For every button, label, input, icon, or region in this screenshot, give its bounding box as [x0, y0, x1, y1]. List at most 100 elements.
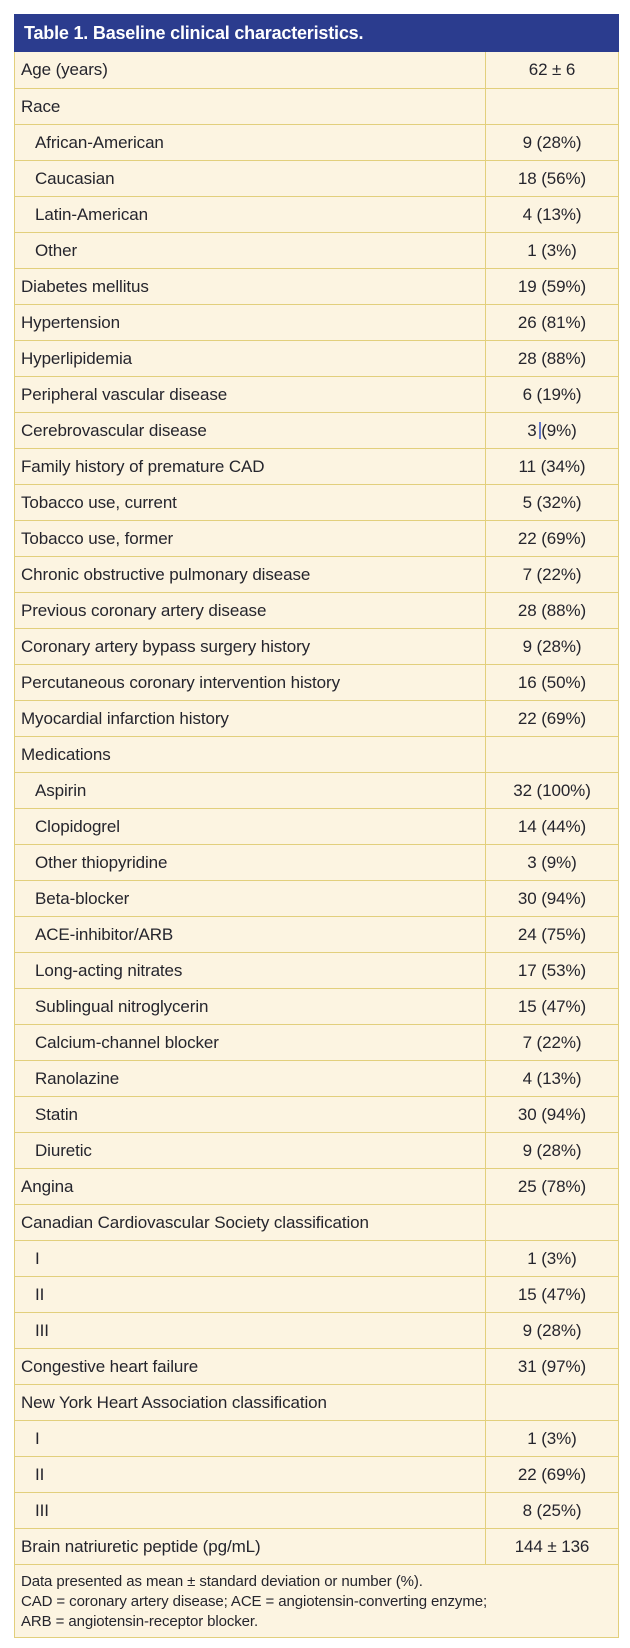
row-label: Diabetes mellitus: [21, 276, 149, 296]
row-value: 62 ± 6: [485, 52, 618, 88]
table-row: Previous coronary artery disease 28 (88%): [15, 592, 618, 628]
table-row: Other thiopyridine 3 (9%): [15, 844, 618, 880]
row-label: I: [35, 1428, 40, 1448]
table-row: I 1 (3%): [15, 1240, 618, 1276]
table-row: Hypertension 26 (81%): [15, 304, 618, 340]
table-row: Beta-blocker 30 (94%): [15, 880, 618, 916]
row-label: Ranolazine: [35, 1068, 120, 1088]
row-value: 3 (9%): [485, 845, 618, 880]
row-value: 17 (53%): [485, 953, 618, 988]
table-title-bar: Table 1. Baseline clinical characteristi…: [14, 14, 619, 52]
table-row: Angina 25 (78%): [15, 1168, 618, 1204]
row-label: Age (years): [21, 60, 108, 79]
row-value: 28 (88%): [485, 341, 618, 376]
table-row: Peripheral vascular disease 6 (19%): [15, 376, 618, 412]
row-value: 9 (28%): [485, 125, 618, 160]
table-row: Diuretic 9 (28%): [15, 1132, 618, 1168]
row-value: 22 (69%): [485, 701, 618, 736]
row-value: 22 (69%): [485, 1457, 618, 1492]
row-value: 16 (50%): [485, 665, 618, 700]
row-value: 9 (28%): [485, 1313, 618, 1348]
row-label: Tobacco use, current: [21, 492, 177, 512]
table-body: Age (years) 62 ± 6 Race African-American 9 (…: [14, 52, 619, 1564]
row-value: 24 (75%): [485, 917, 618, 952]
footnote-line: CAD = coronary artery disease; ACE = ang…: [21, 1593, 488, 1610]
row-label: Chronic obstructive pulmonary disease: [21, 564, 311, 584]
table-row: Tobacco use, current 5 (32%): [15, 484, 618, 520]
row-label: Congestive heart failure: [21, 1356, 199, 1376]
row-label: Statin: [35, 1104, 78, 1124]
row-label: Brain natriuretic peptide (pg/mL): [21, 1536, 261, 1556]
row-label: Aspirin: [35, 780, 87, 800]
table-row: Calcium-channel blocker 7 (22%): [15, 1024, 618, 1060]
table-row: II 22 (69%): [15, 1456, 618, 1492]
row-value: 5 (32%): [485, 485, 618, 520]
row-value: 4 (13%): [485, 1061, 618, 1096]
row-label: Myocardial infarction history: [21, 708, 229, 728]
row-label: Sublingual nitroglycerin: [35, 996, 209, 1016]
table-footnote: Data presented as mean ± standard deviat…: [14, 1564, 619, 1638]
row-label: Tobacco use, former: [21, 528, 174, 548]
table-row: Other 1 (3%): [15, 232, 618, 268]
table-row: Race: [15, 88, 618, 124]
table-row: I 1 (3%): [15, 1420, 618, 1456]
table-row: Congestive heart failure 31 (97%): [15, 1348, 618, 1384]
row-value: 144 ± 136: [485, 1529, 618, 1564]
row-value: 9 (28%): [485, 629, 618, 664]
row-value: 25 (78%): [485, 1169, 618, 1204]
footnote-line: Data presented as mean ± standard deviat…: [21, 1573, 423, 1590]
row-value: [485, 1385, 618, 1420]
row-label: New York Heart Association classificatio…: [21, 1392, 327, 1412]
row-value: 11 (34%): [485, 449, 618, 484]
table-row: Diabetes mellitus 19 (59%): [15, 268, 618, 304]
row-label: Diuretic: [35, 1140, 92, 1160]
row-value: 18 (56%): [485, 161, 618, 196]
row-label: III: [35, 1320, 49, 1340]
row-value: 22 (69%): [485, 521, 618, 556]
table-row: Ranolazine 4 (13%): [15, 1060, 618, 1096]
row-label: African-American: [35, 132, 164, 152]
row-value: [485, 1205, 618, 1240]
table-row: Cerebrovascular disease 3 (9%): [15, 412, 618, 448]
row-label: III: [35, 1500, 49, 1520]
table-row: Family history of premature CAD 11 (34%): [15, 448, 618, 484]
row-value: 8 (25%): [485, 1493, 618, 1528]
table-row: Aspirin 32 (100%): [15, 772, 618, 808]
row-value: 15 (47%): [485, 1277, 618, 1312]
footnote-line: ARB = angiotensin-receptor blocker.: [21, 1613, 259, 1630]
table-row: Tobacco use, former 22 (69%): [15, 520, 618, 556]
row-label: Hypertension: [21, 312, 120, 332]
table-row: Hyperlipidemia 28 (88%): [15, 340, 618, 376]
row-value: 7 (22%): [485, 1025, 618, 1060]
table-row: Chronic obstructive pulmonary disease 7 (…: [15, 556, 618, 592]
row-value: 32 (100%): [485, 773, 618, 808]
row-label: Caucasian: [35, 168, 115, 188]
row-value: 4 (13%): [485, 197, 618, 232]
row-value-with-caret-artifact: 3 (9%): [485, 413, 618, 448]
row-value: 30 (94%): [485, 1097, 618, 1132]
table-row: Canadian Cardiovascular Society classifi…: [15, 1204, 618, 1240]
row-value: 31 (97%): [485, 1349, 618, 1384]
row-label: Race: [21, 96, 61, 116]
row-value: 9 (28%): [485, 1133, 618, 1168]
table-row: Coronary artery bypass surgery history 9 …: [15, 628, 618, 664]
table-row: Caucasian 18 (56%): [15, 160, 618, 196]
table-row: Sublingual nitroglycerin 15 (47%): [15, 988, 618, 1024]
table-row: Long-acting nitrates 17 (53%): [15, 952, 618, 988]
row-value: 14 (44%): [485, 809, 618, 844]
table-row: Latin-American 4 (13%): [15, 196, 618, 232]
row-label: Beta-blocker: [35, 888, 130, 908]
table-row: II 15 (47%): [15, 1276, 618, 1312]
table-row: Age (years) 62 ± 6: [15, 52, 618, 88]
table-row: Brain natriuretic peptide (pg/mL) 144 ± 1…: [15, 1528, 618, 1564]
row-label: ACE-inhibitor/ARB: [35, 924, 174, 944]
table-row: African-American 9 (28%): [15, 124, 618, 160]
row-value: 6 (19%): [485, 377, 618, 412]
table-row: III 8 (25%): [15, 1492, 618, 1528]
row-value: [485, 737, 618, 772]
row-value: 1 (3%): [485, 1421, 618, 1456]
table-title: Table 1. Baseline clinical characteristi…: [24, 22, 364, 43]
table-row: Clopidogrel 14 (44%): [15, 808, 618, 844]
row-label: Coronary artery bypass surgery history: [21, 636, 311, 656]
